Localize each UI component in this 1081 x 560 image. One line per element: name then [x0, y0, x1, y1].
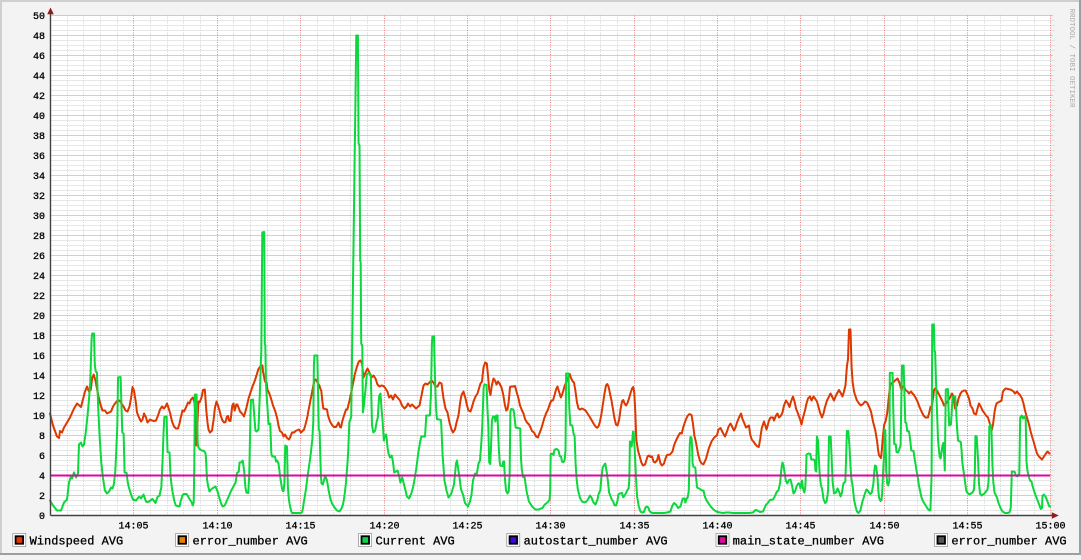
svg-text:Windspeed AVG: Windspeed AVG [30, 534, 124, 548]
svg-text:16: 16 [33, 352, 45, 363]
svg-text:26: 26 [33, 252, 45, 263]
svg-text:0: 0 [39, 512, 45, 523]
svg-text:Current AVG: Current AVG [376, 534, 455, 548]
svg-text:14: 14 [33, 372, 45, 383]
svg-text:24: 24 [33, 272, 45, 283]
svg-text:14:10: 14:10 [202, 522, 232, 533]
svg-text:autostart_number AVG: autostart_number AVG [524, 534, 668, 548]
svg-text:14:35: 14:35 [619, 522, 649, 533]
svg-text:10: 10 [33, 412, 45, 423]
svg-text:44: 44 [33, 72, 45, 83]
svg-text:14:40: 14:40 [702, 522, 732, 533]
svg-text:14:30: 14:30 [535, 522, 565, 533]
svg-text:36: 36 [33, 152, 45, 163]
svg-text:8: 8 [39, 432, 45, 443]
svg-text:22: 22 [33, 292, 45, 303]
svg-text:14:45: 14:45 [785, 522, 815, 533]
svg-text:42: 42 [33, 92, 45, 103]
svg-text:38: 38 [33, 132, 45, 143]
svg-text:30: 30 [33, 212, 45, 223]
svg-text:14:15: 14:15 [285, 522, 315, 533]
svg-text:4: 4 [39, 472, 45, 483]
svg-text:RRDTOOL / TOBI OETIKER: RRDTOOL / TOBI OETIKER [1067, 9, 1075, 109]
svg-text:28: 28 [33, 232, 45, 243]
svg-text:error_number AVG: error_number AVG [951, 534, 1066, 548]
svg-text:14:25: 14:25 [452, 522, 482, 533]
svg-text:12: 12 [33, 392, 45, 403]
svg-text:20: 20 [33, 312, 45, 323]
svg-text:main_state_number AVG: main_state_number AVG [733, 534, 884, 548]
svg-text:14:55: 14:55 [952, 522, 982, 533]
svg-text:18: 18 [33, 332, 45, 343]
svg-text:48: 48 [33, 32, 45, 43]
svg-text:34: 34 [33, 172, 45, 183]
svg-text:32: 32 [33, 192, 45, 203]
svg-text:error_number AVG: error_number AVG [193, 534, 308, 548]
svg-text:50: 50 [33, 12, 45, 23]
svg-text:2: 2 [39, 492, 45, 503]
svg-text:14:50: 14:50 [869, 522, 899, 533]
svg-text:14:20: 14:20 [369, 522, 399, 533]
svg-text:40: 40 [33, 112, 45, 123]
svg-text:46: 46 [33, 52, 45, 63]
svg-text:15:00: 15:00 [1035, 522, 1065, 533]
svg-text:6: 6 [39, 452, 45, 463]
svg-text:14:05: 14:05 [118, 522, 148, 533]
